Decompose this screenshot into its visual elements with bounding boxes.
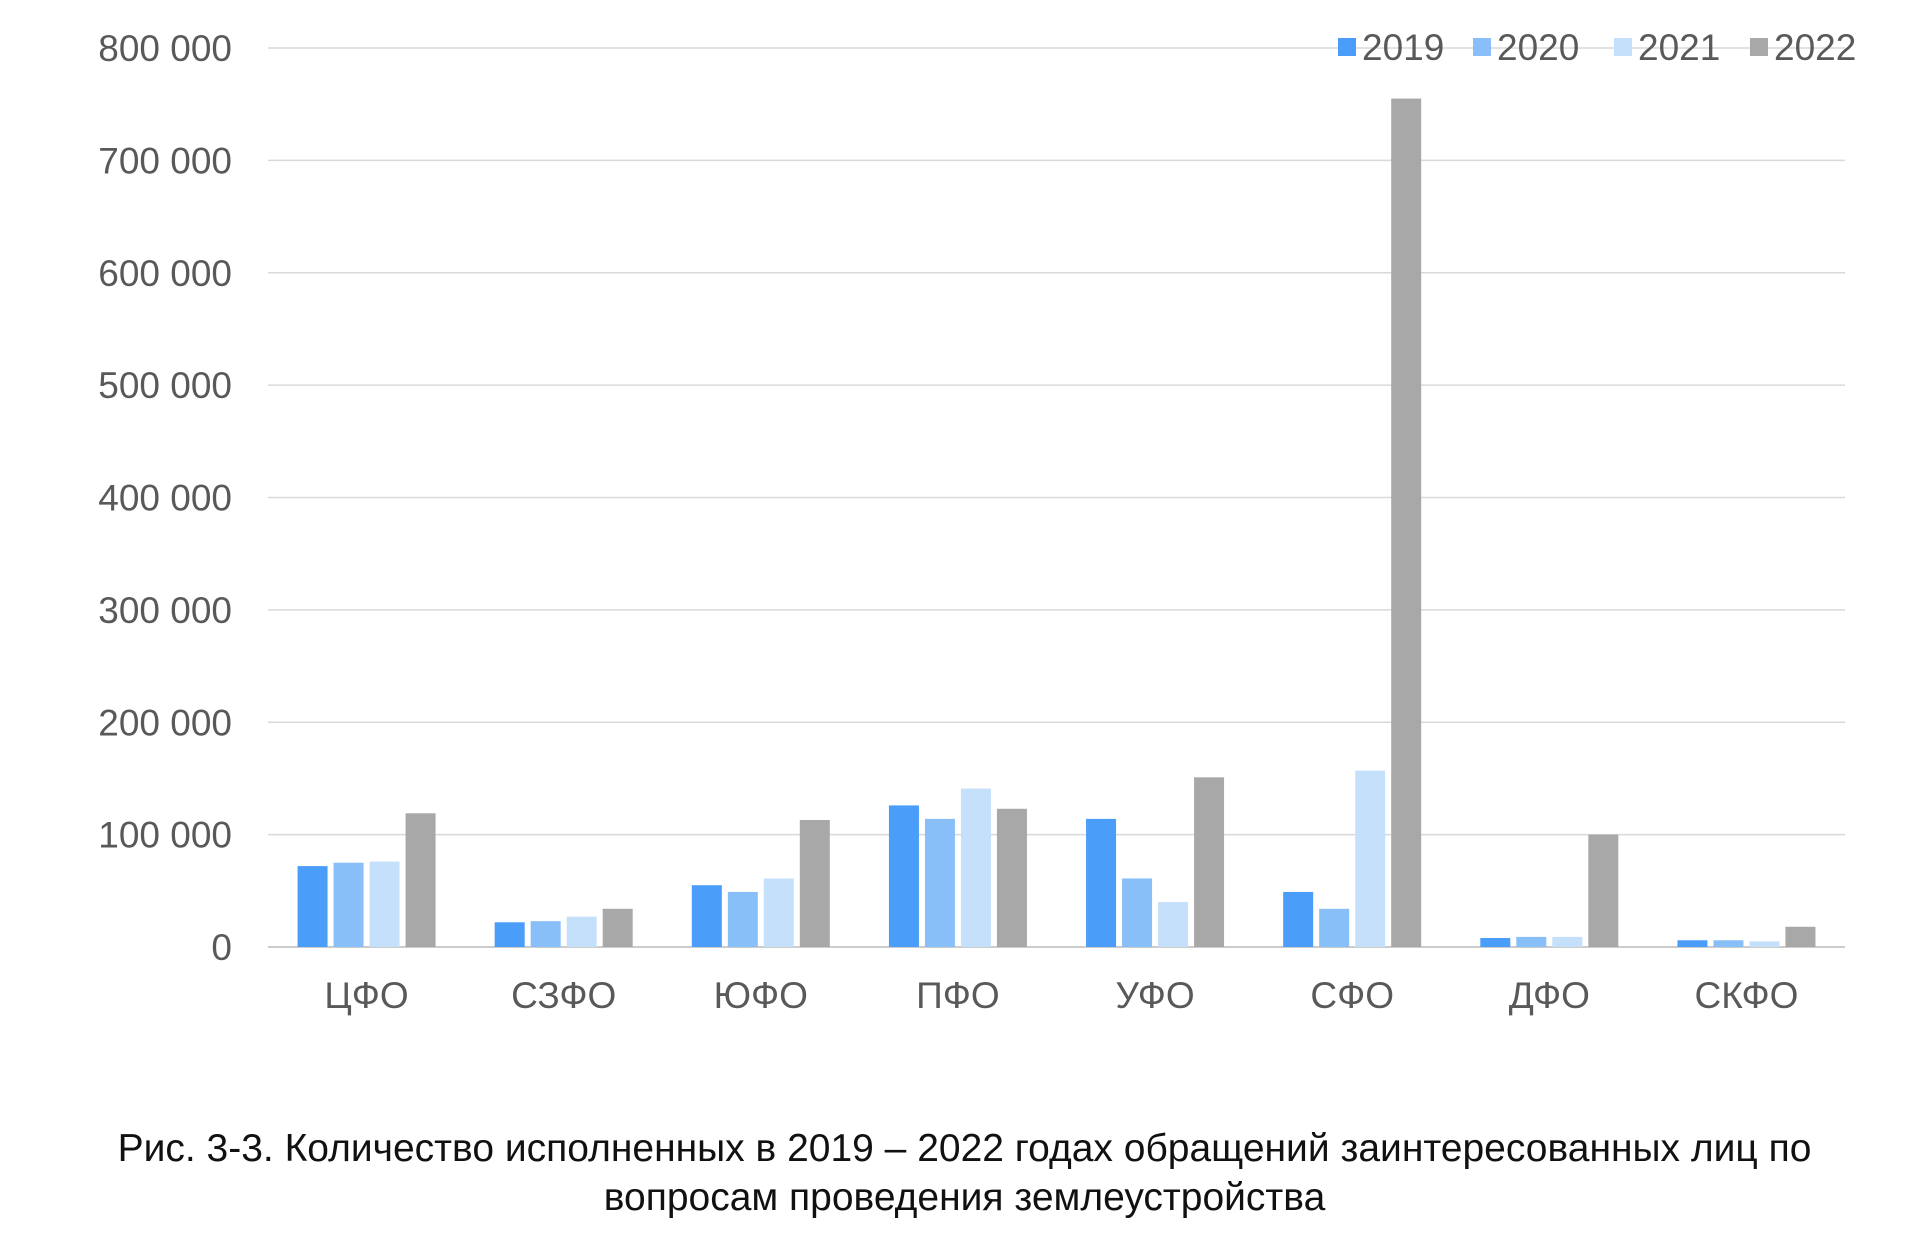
y-tick-label: 400 000 bbox=[98, 478, 232, 519]
bar-2019-ДФО bbox=[1480, 938, 1511, 947]
legend: 2019 2020 2021 2022 bbox=[1338, 27, 1856, 68]
x-tick-label: СКФО bbox=[1694, 975, 1798, 1016]
bar-2019-СКФО bbox=[1677, 940, 1708, 947]
y-tick-label: 300 000 bbox=[98, 590, 232, 631]
bar-2020-УФО bbox=[1122, 878, 1153, 947]
bar-2020-СКФО bbox=[1713, 940, 1744, 947]
x-tick-label: ПФО bbox=[916, 975, 1000, 1016]
bar-2021-СКФО bbox=[1749, 941, 1780, 947]
bar-2019-СФО bbox=[1283, 891, 1314, 947]
x-tick-label: ЮФО bbox=[714, 975, 808, 1016]
y-tick-label: 0 bbox=[211, 927, 232, 968]
x-tick-label: СЗФО bbox=[511, 975, 616, 1016]
legend-swatch-2021 bbox=[1614, 38, 1632, 56]
bar-chart: 0 100 000 200 000 300 000 400 000 500 000 600 … bbox=[98, 27, 1856, 1016]
bar-2022-ЦФО bbox=[405, 813, 436, 947]
legend-label: 2022 bbox=[1774, 27, 1856, 68]
y-tick-label: 700 000 bbox=[98, 140, 232, 181]
bar-2021-ЦФО bbox=[369, 861, 400, 947]
bar-2019-УФО bbox=[1086, 818, 1117, 947]
legend-label: 2021 bbox=[1638, 27, 1720, 68]
bar-2020-СФО bbox=[1319, 908, 1350, 947]
legend-swatch-2022 bbox=[1750, 38, 1768, 56]
bars bbox=[297, 98, 1816, 948]
bar-2021-ЮФО bbox=[763, 878, 794, 947]
bar-2022-ЮФО bbox=[799, 820, 830, 947]
bar-2020-ДФО bbox=[1516, 936, 1547, 947]
bar-2021-УФО bbox=[1158, 902, 1189, 947]
caption-line-1: Рис. 3-3. Количество исполненных в 2019 … bbox=[117, 1127, 1812, 1170]
x-tick-label: СФО bbox=[1310, 975, 1394, 1016]
bar-2020-СЗФО bbox=[530, 921, 561, 947]
y-axis-tick-labels: 0 100 000 200 000 300 000 400 000 500 000 600 … bbox=[98, 28, 232, 968]
gridlines bbox=[268, 47, 1845, 948]
legend-label: 2019 bbox=[1362, 27, 1444, 68]
caption-line-2: вопросам проведения землеустройства bbox=[603, 1175, 1326, 1219]
bar-2022-ПФО bbox=[996, 808, 1027, 947]
bar-2022-СЗФО bbox=[602, 908, 633, 947]
legend-label: 2020 bbox=[1497, 27, 1579, 68]
x-tick-label: УФО bbox=[1115, 975, 1194, 1016]
legend-swatch-2020 bbox=[1473, 38, 1491, 56]
y-tick-label: 500 000 bbox=[98, 365, 232, 406]
figure-caption: Рис. 3-3. Количество исполненных в 2019 … bbox=[0, 1125, 1929, 1223]
bar-2021-СЗФО bbox=[566, 916, 597, 947]
bar-2019-СЗФО bbox=[494, 922, 525, 947]
x-tick-label: ЦФО bbox=[324, 975, 408, 1016]
bar-2022-УФО bbox=[1194, 777, 1225, 947]
bar-2022-СФО bbox=[1391, 98, 1422, 948]
bar-2020-ЦФО bbox=[333, 862, 364, 947]
y-tick-label: 100 000 bbox=[98, 815, 232, 856]
y-tick-label: 200 000 bbox=[98, 702, 232, 743]
legend-swatch-2019 bbox=[1338, 38, 1356, 56]
bar-2020-ПФО bbox=[924, 818, 955, 947]
y-tick-label: 600 000 bbox=[98, 253, 232, 294]
bar-2019-ЮФО bbox=[691, 885, 722, 947]
x-axis-category-labels: ЦФО СЗФО ЮФО ПФО УФО СФО ДФО СКФО bbox=[324, 975, 1798, 1016]
bar-2021-СФО bbox=[1355, 770, 1386, 947]
bar-2020-ЮФО bbox=[727, 891, 758, 947]
bar-2021-ДФО bbox=[1552, 936, 1583, 947]
x-tick-label: ДФО bbox=[1509, 975, 1590, 1016]
y-tick-label: 800 000 bbox=[98, 28, 232, 69]
bar-2022-СКФО bbox=[1785, 926, 1816, 947]
bar-2019-ПФО bbox=[888, 805, 919, 947]
bar-2019-ЦФО bbox=[297, 866, 328, 947]
bar-2021-ПФО bbox=[960, 788, 991, 947]
bar-2022-ДФО bbox=[1588, 834, 1619, 947]
